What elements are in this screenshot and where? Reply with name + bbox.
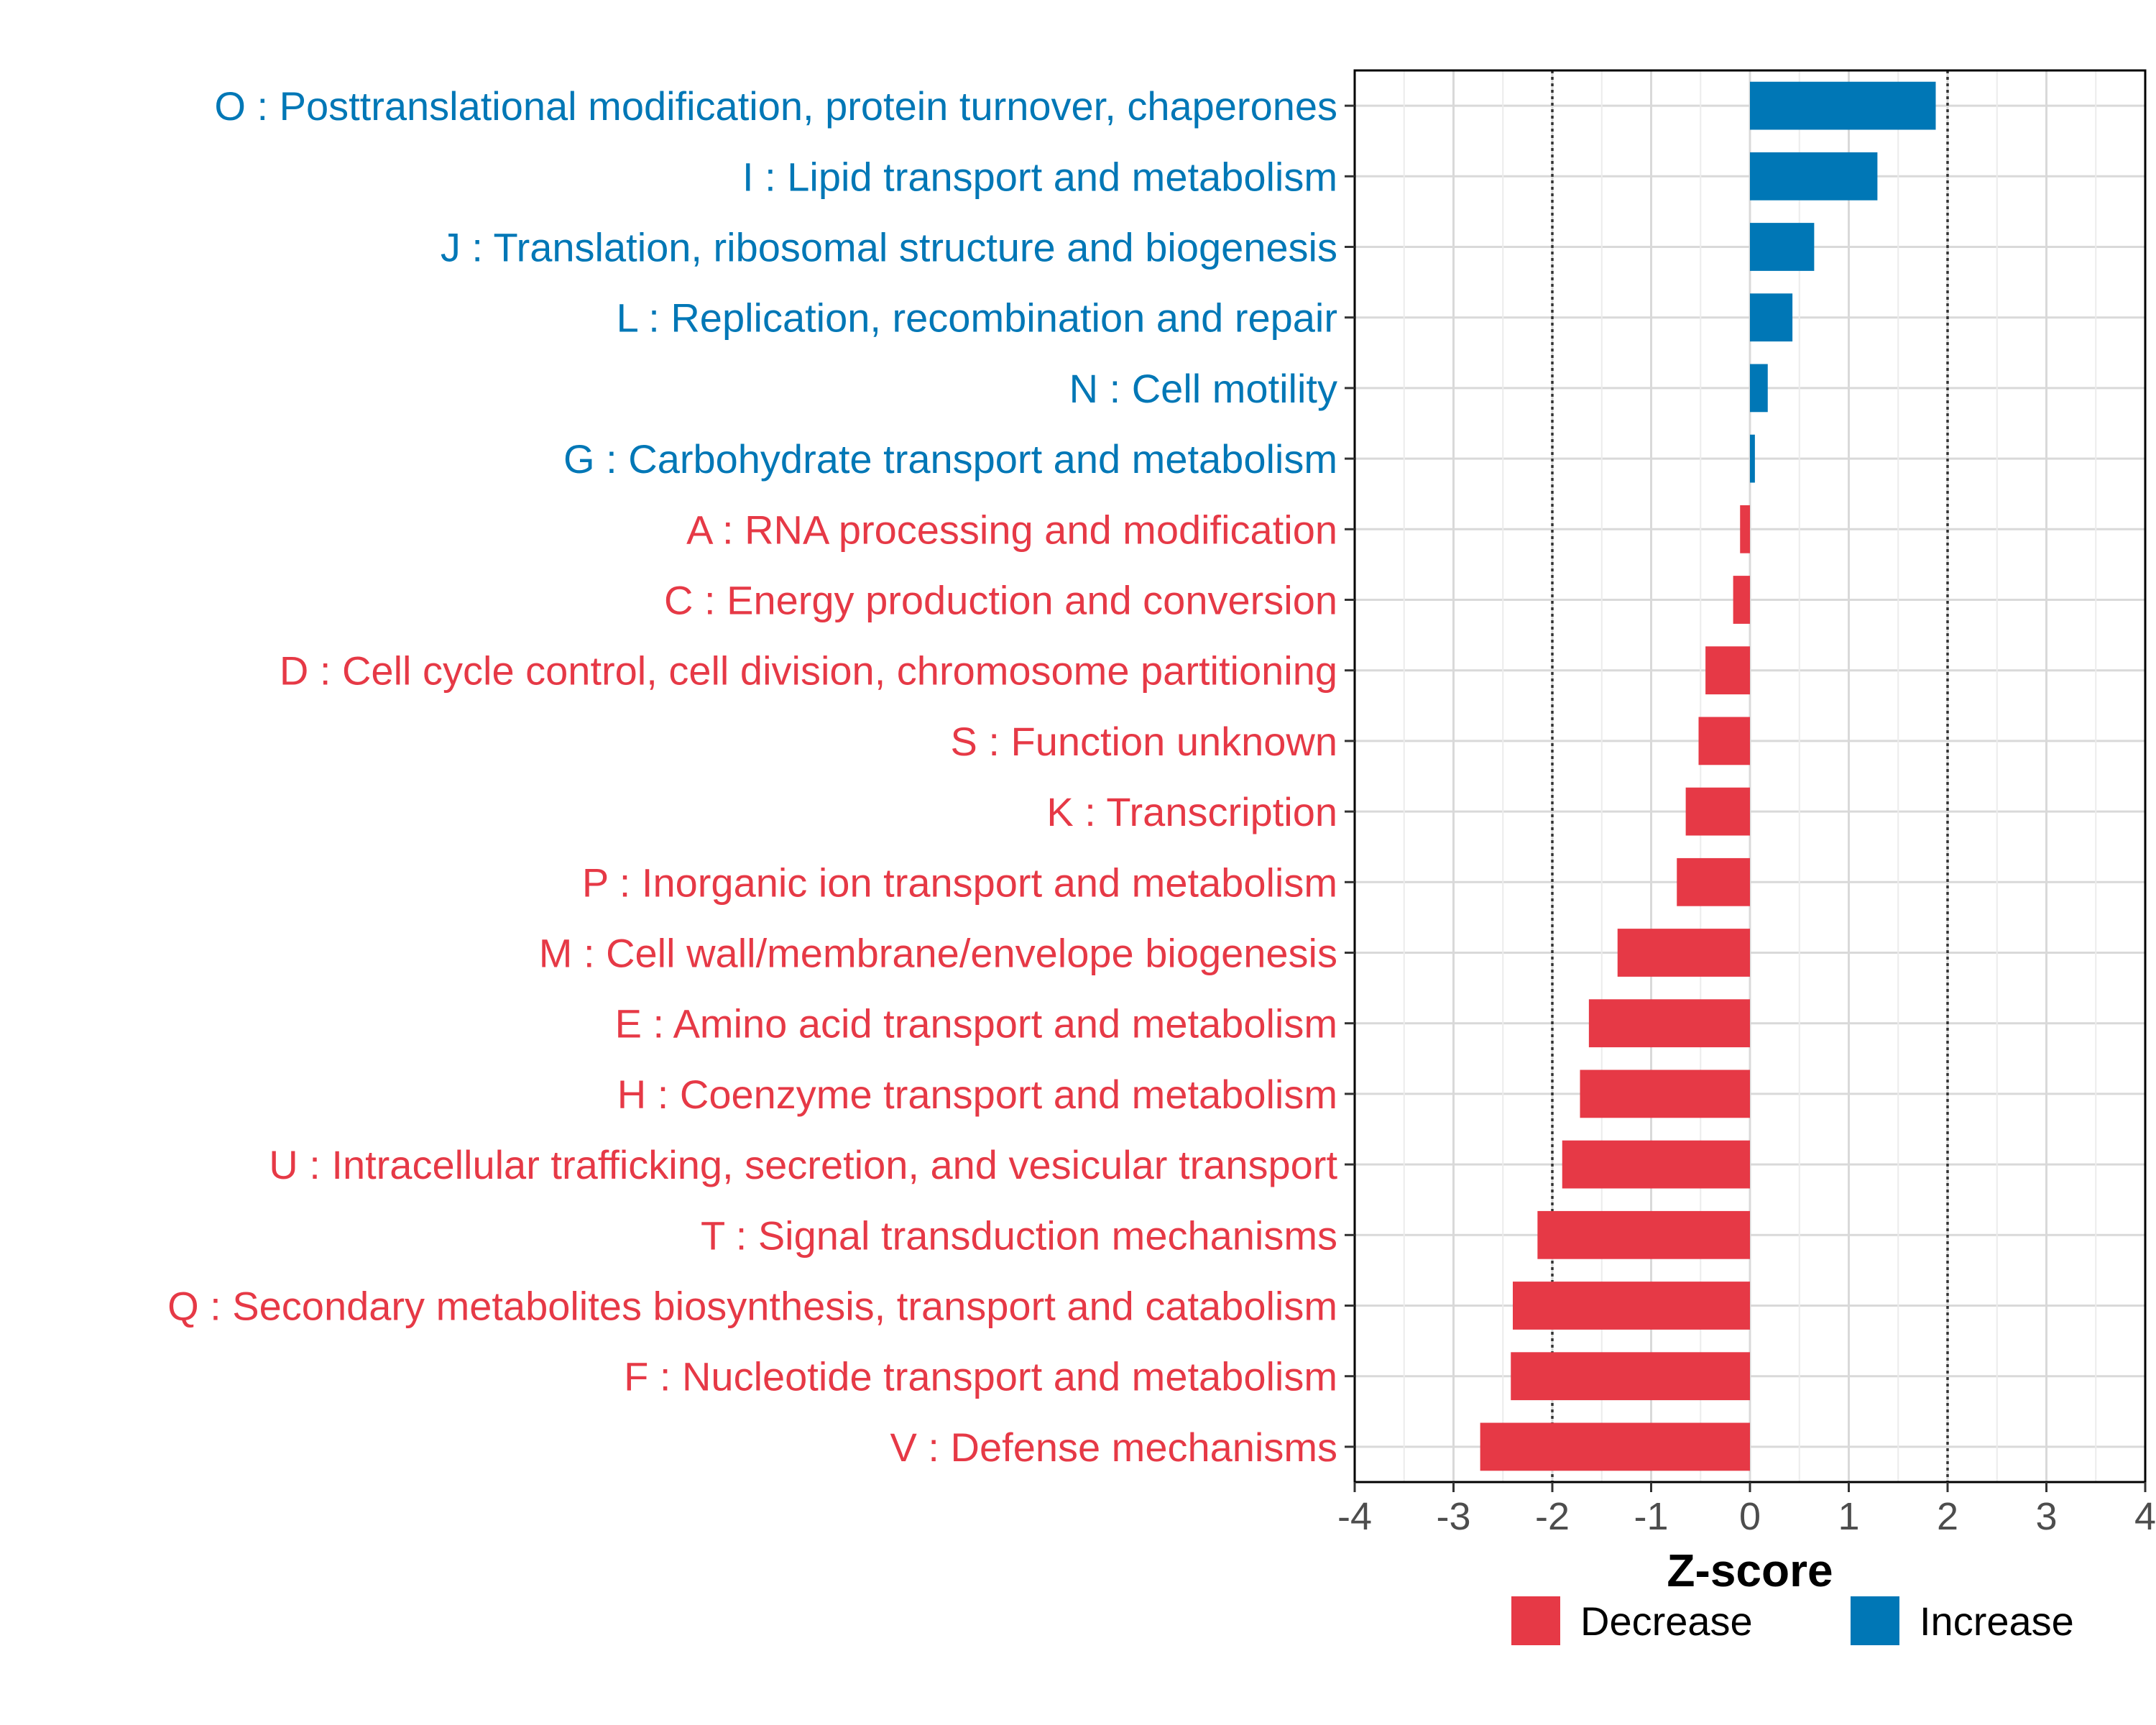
bar-increase [1750,364,1768,413]
x-axis-title: Z-score [1667,1545,1833,1596]
bar-decrease [1685,787,1750,836]
category-label: A : RNA processing and modification [686,507,1337,552]
bar-increase [1750,223,1815,271]
bar-decrease [1511,1352,1750,1401]
category-label: C : Energy production and conversion [664,578,1337,623]
bar-decrease [1537,1210,1750,1259]
category-label: D : Cell cycle control, cell division, c… [280,648,1337,694]
y-axis-ticks [1345,104,1355,1448]
category-label: F : Nucleotide transport and metabolism [624,1354,1337,1399]
category-label: J : Translation, ribosomal structure and… [441,225,1337,270]
bar-decrease [1698,717,1750,765]
category-label: V : Defense mechanisms [890,1425,1337,1470]
category-label: M : Cell wall/membrane/envelope biogenes… [539,931,1337,976]
category-label: U : Intracellular trafficking, secretion… [269,1142,1337,1187]
category-label: T : Signal transduction mechanisms [701,1213,1337,1258]
bar-decrease [1588,999,1750,1048]
bar-decrease [1513,1282,1750,1330]
bar-decrease [1480,1422,1750,1471]
category-label: E : Amino acid transport and metabolism [615,1001,1337,1046]
bars [1480,81,1936,1471]
category-label: S : Function unknown [950,719,1337,764]
legend-label-increase: Increase [1920,1598,2074,1644]
x-tick-label: -4 [1337,1495,1372,1538]
reference-lines [1551,70,1949,1482]
category-label: N : Cell motility [1069,366,1337,411]
bar-decrease [1705,646,1750,695]
category-label: O : Posttranslational modification, prot… [214,83,1337,129]
legend-label-decrease: Decrease [1580,1598,1753,1644]
x-tick-label: 3 [2035,1495,2057,1538]
category-label: K : Transcription [1046,789,1337,834]
bar-decrease [1617,929,1750,977]
category-label: P : Inorganic ion transport and metaboli… [582,860,1337,905]
bar-increase [1750,152,1878,201]
x-tick-label: 0 [1739,1495,1761,1538]
bar-increase [1750,434,1755,483]
x-tick-label: -3 [1436,1495,1470,1538]
category-label: G : Carbohydrate transport and metabolis… [563,436,1337,482]
bar-decrease [1733,576,1750,624]
x-axis-ticks: -4 -3 -2 -1 0 1 2 3 4 [1337,1482,2156,1538]
x-tick-label: 2 [1937,1495,1958,1538]
bar-decrease [1562,1140,1750,1189]
bar-decrease [1740,505,1750,553]
category-label: I : Lipid transport and metabolism [742,154,1337,199]
category-label: H : Coenzyme transport and metabolism [617,1072,1337,1117]
y-axis-category-labels: O : Posttranslational modification, prot… [167,83,1337,1470]
bar-increase [1750,293,1793,342]
x-tick-label: 4 [2134,1495,2156,1538]
x-tick-label: 1 [1838,1495,1859,1538]
category-label: L : Replication, recombination and repai… [617,295,1337,341]
x-tick-label: -1 [1634,1495,1668,1538]
legend-key-decrease [1511,1596,1560,1645]
bar-decrease [1580,1070,1750,1118]
x-tick-label: -2 [1535,1495,1570,1538]
legend: Decrease Increase [1511,1596,2074,1645]
legend-key-increase [1851,1596,1899,1645]
category-label: Q : Secondary metabolites biosynthesis, … [167,1284,1337,1329]
bar-increase [1750,81,1936,130]
bar-decrease [1677,857,1750,906]
